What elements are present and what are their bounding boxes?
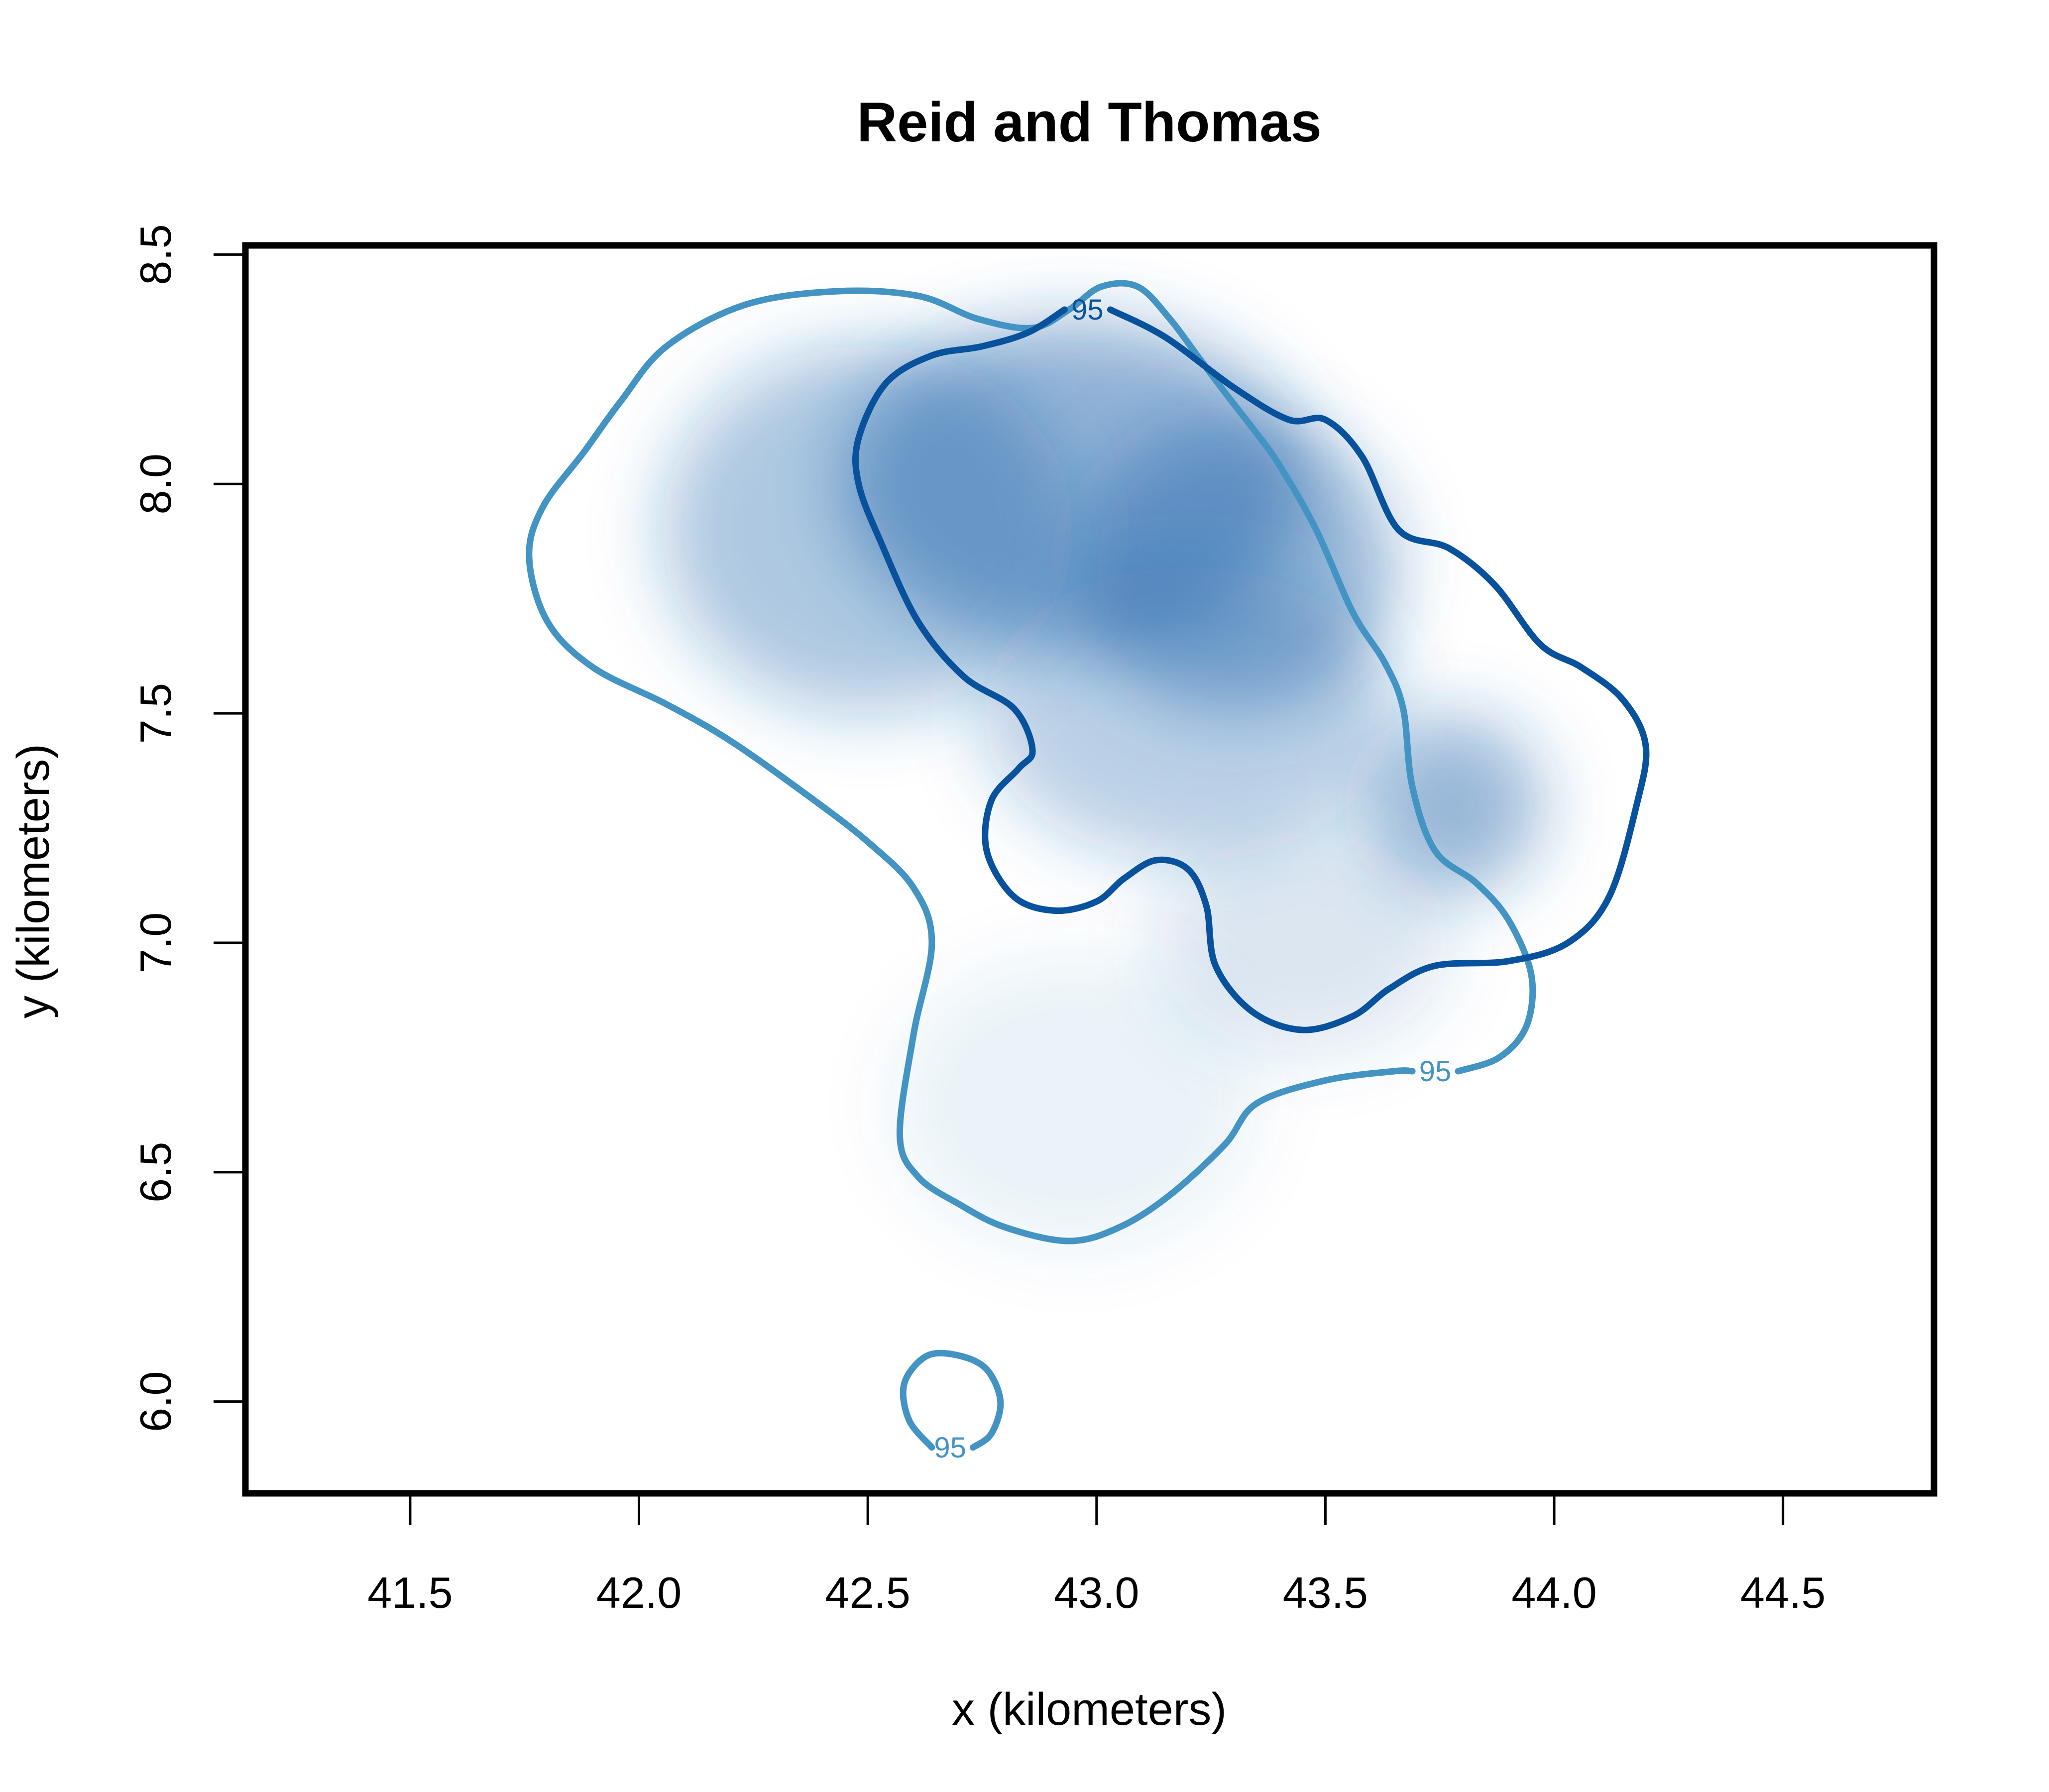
x-axis-label: x (kilometers): [952, 1684, 1227, 1735]
x-tick-label: 41.5: [367, 1568, 453, 1617]
x-tick-label: 42.5: [825, 1568, 911, 1617]
y-axis-label: y (kilometers): [8, 744, 59, 1018]
x-tick-label: 43.0: [1054, 1568, 1139, 1617]
x-axis: 41.5 42.0 42.5 43.0 43.5 44.0 44.5: [367, 1492, 1825, 1617]
y-tick-label: 7.0: [131, 912, 180, 973]
density-layer: [663, 322, 1542, 1250]
contour-line: [526, 280, 1536, 1244]
x-tick-label: 44.0: [1511, 1568, 1596, 1617]
y-tick-label: 8.0: [131, 453, 180, 514]
y-tick-label: 6.5: [131, 1142, 180, 1203]
contour-label: 95: [1419, 1055, 1452, 1088]
y-tick-label: 7.5: [131, 683, 180, 744]
density-hotspot: [983, 566, 1393, 861]
x-tick-label: 43.5: [1283, 1568, 1368, 1617]
x-tick-label: 42.0: [596, 1568, 682, 1617]
y-tick-label: 8.5: [131, 224, 180, 285]
y-axis: 6.0 6.5 7.0 7.5 8.0 8.5: [131, 224, 247, 1432]
contour-label: 95: [934, 1432, 966, 1464]
contour-label-layer: 95 95 95: [934, 294, 1451, 1464]
contour-layer: [526, 280, 1650, 1451]
density-hotspot: [663, 346, 1073, 714]
chart-title: Reid and Thomas: [857, 91, 1321, 153]
contour-label: 95: [1071, 294, 1104, 326]
density-hotspot: [891, 956, 1257, 1250]
contour-line: [900, 1349, 1004, 1451]
y-tick-label: 6.0: [131, 1371, 180, 1432]
x-tick-label: 44.5: [1740, 1568, 1825, 1617]
contour-line: [852, 306, 1650, 1033]
